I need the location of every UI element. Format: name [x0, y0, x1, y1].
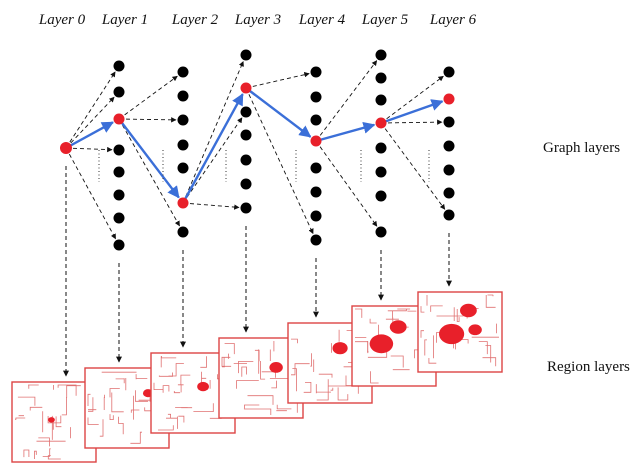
layer-label: Layer 0	[38, 12, 86, 28]
graph-node	[114, 240, 125, 251]
selected-edge	[316, 125, 374, 141]
graph-node	[114, 145, 125, 156]
graph-node	[178, 115, 189, 126]
region-selected	[390, 320, 407, 333]
graph-node	[444, 188, 455, 199]
region-selected	[370, 334, 394, 353]
region-selected	[269, 362, 282, 373]
graph-node	[444, 141, 455, 152]
region-selected	[439, 324, 464, 344]
selected-edge	[119, 119, 179, 197]
layer-label: Layer 5	[361, 12, 409, 28]
layer-label: Layer 2	[171, 12, 219, 28]
graph-node	[114, 61, 125, 72]
candidate-edge	[119, 76, 177, 119]
graph-node	[311, 92, 322, 103]
graph-node	[444, 210, 455, 221]
region-layers-label: Region layers	[547, 359, 630, 375]
graph-node	[178, 91, 189, 102]
candidate-edge	[183, 118, 242, 203]
region-selected	[333, 342, 348, 354]
graph-node	[376, 191, 387, 202]
graph-node	[311, 67, 322, 78]
graph-node	[178, 227, 189, 238]
layer-label: Layer 1	[101, 12, 148, 28]
graph-node	[241, 83, 252, 94]
graph-node	[311, 211, 322, 222]
layer-label: Layer 4	[298, 12, 346, 28]
graph-node	[444, 165, 455, 176]
graph-node	[444, 117, 455, 128]
selected-edge	[246, 88, 310, 137]
graph-node	[376, 50, 387, 61]
candidate-edge	[316, 141, 377, 226]
graph-layers-label: Graph layers	[543, 140, 620, 156]
graph-node	[114, 114, 125, 125]
candidate-edge	[316, 61, 377, 141]
candidate-edge	[119, 119, 180, 226]
region-selected	[48, 417, 55, 422]
layer-label: Layer 6	[429, 12, 477, 28]
candidate-edge	[119, 119, 176, 120]
region-layer	[12, 382, 96, 462]
candidate-edge	[66, 148, 112, 150]
candidate-edge	[246, 74, 309, 88]
candidate-edge	[381, 76, 443, 123]
graph-node	[376, 227, 387, 238]
graph-node	[241, 155, 252, 166]
graph-node	[376, 73, 387, 84]
graph-node	[241, 130, 252, 141]
layer-label: Layer 3	[234, 12, 281, 28]
candidate-edge	[246, 88, 313, 234]
figure: Graph layers Region layers Layer 0 Layer …	[0, 0, 641, 466]
graph-node	[241, 179, 252, 190]
region-layer	[418, 292, 502, 372]
candidate-edge	[66, 97, 114, 148]
graph-node	[311, 235, 322, 246]
graph-node	[60, 142, 72, 154]
graph-node	[241, 50, 252, 61]
graph-node	[114, 87, 125, 98]
candidate-edge	[183, 203, 239, 207]
selected-edge	[183, 94, 243, 203]
graph-node	[114, 167, 125, 178]
graph-node	[311, 136, 322, 147]
selected-edge	[66, 122, 113, 148]
graph-node	[114, 190, 125, 201]
graph-node	[311, 115, 322, 126]
graph-node	[114, 213, 125, 224]
graph-node	[241, 203, 252, 214]
graph-node	[376, 167, 387, 178]
graph-node	[376, 95, 387, 106]
region-selected	[468, 324, 481, 335]
graph-node	[178, 67, 189, 78]
graph-node	[241, 107, 252, 118]
region-selected	[197, 382, 209, 391]
candidate-edge	[183, 61, 243, 203]
graph-node	[444, 67, 455, 78]
graph-node	[311, 187, 322, 198]
graph-node	[178, 140, 189, 151]
candidate-edge	[381, 123, 445, 209]
graph-node	[444, 94, 455, 105]
candidate-edge	[381, 122, 442, 123]
selected-edge	[381, 101, 442, 123]
candidate-edge	[66, 148, 116, 239]
graph-node	[178, 198, 189, 209]
graph-node	[311, 163, 322, 174]
region-selected	[460, 304, 477, 317]
candidate-edge	[66, 72, 115, 148]
graph-node	[376, 143, 387, 154]
graph-node	[376, 118, 387, 129]
graph-node	[178, 163, 189, 174]
